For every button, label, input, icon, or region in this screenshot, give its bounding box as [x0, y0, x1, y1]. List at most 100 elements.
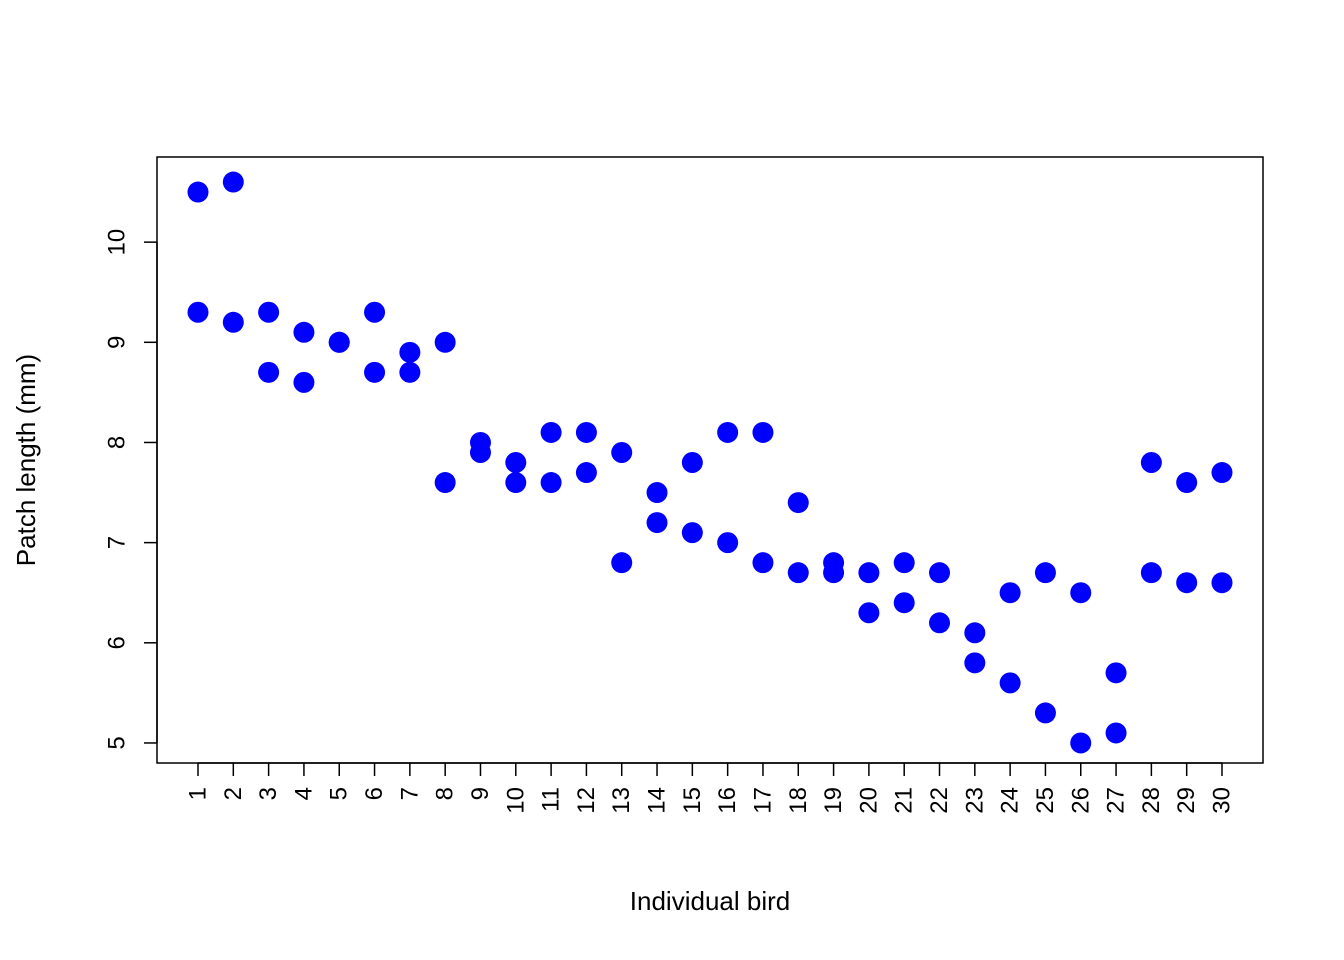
data-point [681, 522, 703, 544]
data-point [222, 311, 244, 333]
data-point [540, 472, 562, 494]
data-point [752, 552, 774, 574]
x-tick-label: 26 [1067, 787, 1094, 814]
x-axis: 1 2 3 4 5 6 7 8 9 10 11 12 13 14 15 16 17 18 19 20 21 22 23 24 2… [185, 762, 1235, 814]
data-point [293, 371, 315, 393]
data-point [929, 612, 951, 634]
x-tick-label: 11 [538, 787, 565, 812]
data-point [434, 472, 456, 494]
x-tick-label: 21 [891, 787, 918, 814]
data-point [222, 171, 244, 193]
plot-frame [156, 156, 1264, 764]
data-point [893, 552, 915, 574]
x-tick-label: 19 [820, 787, 847, 814]
data-point [258, 361, 280, 383]
data-point [575, 462, 597, 484]
x-tick-label: 29 [1173, 787, 1200, 814]
data-point [1070, 582, 1092, 604]
data-point [258, 301, 280, 323]
x-tick-label: 13 [608, 787, 635, 814]
data-point [858, 562, 880, 584]
x-tick-label: 8 [432, 787, 459, 800]
data-point [364, 361, 386, 383]
data-point [964, 652, 986, 674]
data-point [1140, 452, 1162, 474]
x-tick-label: 24 [997, 787, 1024, 814]
y-tick-label: 8 [104, 436, 131, 449]
y-axis-title: Patch length (mm) [11, 354, 41, 566]
data-point [328, 331, 350, 353]
data-point [1211, 572, 1233, 594]
y-tick-label: 6 [104, 636, 131, 649]
data-point [399, 361, 421, 383]
x-tick-label: 20 [855, 787, 882, 814]
data-point [1211, 462, 1233, 484]
data-point [964, 622, 986, 644]
y-tick-label: 10 [104, 229, 131, 256]
x-tick-label: 17 [749, 787, 776, 814]
y-tick-label: 7 [104, 536, 131, 549]
data-point [469, 441, 491, 463]
data-point [540, 421, 562, 443]
data-point [399, 341, 421, 363]
x-tick-label: 15 [679, 787, 706, 814]
data-point [858, 602, 880, 624]
data-point [505, 452, 527, 474]
y-tick-label: 5 [104, 736, 131, 749]
data-point [681, 452, 703, 474]
x-tick-label: 3 [255, 787, 282, 800]
data-point [187, 301, 209, 323]
x-tick-label: 25 [1032, 787, 1059, 814]
x-tick-label: 28 [1138, 787, 1165, 814]
data-point [646, 512, 668, 534]
data-point [1105, 722, 1127, 744]
data-point [293, 321, 315, 343]
x-tick-label: 5 [326, 787, 353, 800]
data-point [929, 562, 951, 584]
data-point [787, 562, 809, 584]
data-point [1034, 702, 1056, 724]
x-tick-label: 2 [220, 787, 247, 800]
x-tick-label: 30 [1208, 787, 1235, 814]
data-point [893, 592, 915, 614]
data-points [187, 171, 1233, 754]
data-point [999, 582, 1021, 604]
data-point [611, 552, 633, 574]
data-point [611, 441, 633, 463]
data-point [1140, 562, 1162, 584]
data-point [187, 181, 209, 203]
data-point [823, 562, 845, 584]
x-tick-label: 4 [290, 787, 317, 800]
x-tick-label: 14 [644, 787, 671, 814]
y-axis: 5 6 7 8 9 10 [104, 229, 158, 750]
data-point [999, 672, 1021, 694]
data-point [787, 492, 809, 514]
data-point [752, 421, 774, 443]
x-tick-label: 22 [926, 787, 953, 814]
data-point [717, 532, 739, 554]
data-point [434, 331, 456, 353]
x-tick-label: 1 [185, 787, 212, 800]
x-tick-label: 10 [502, 787, 529, 814]
x-tick-label: 18 [785, 787, 812, 814]
x-tick-label: 23 [961, 787, 988, 814]
x-tick-label: 27 [1103, 787, 1130, 814]
y-tick-label: 9 [104, 336, 131, 349]
x-axis-title: Individual bird [630, 886, 790, 916]
data-point [717, 421, 739, 443]
data-point [575, 421, 597, 443]
x-tick-label: 6 [361, 787, 388, 800]
data-point [1176, 472, 1198, 494]
data-point [1070, 732, 1092, 754]
data-point [1176, 572, 1198, 594]
x-tick-label: 7 [396, 787, 423, 800]
x-tick-label: 12 [573, 787, 600, 814]
x-tick-label: 9 [467, 787, 494, 800]
data-point [364, 301, 386, 323]
x-tick-label: 16 [714, 787, 741, 814]
data-point [1105, 662, 1127, 684]
data-point [646, 482, 668, 504]
data-point [505, 472, 527, 494]
data-point [1034, 562, 1056, 584]
